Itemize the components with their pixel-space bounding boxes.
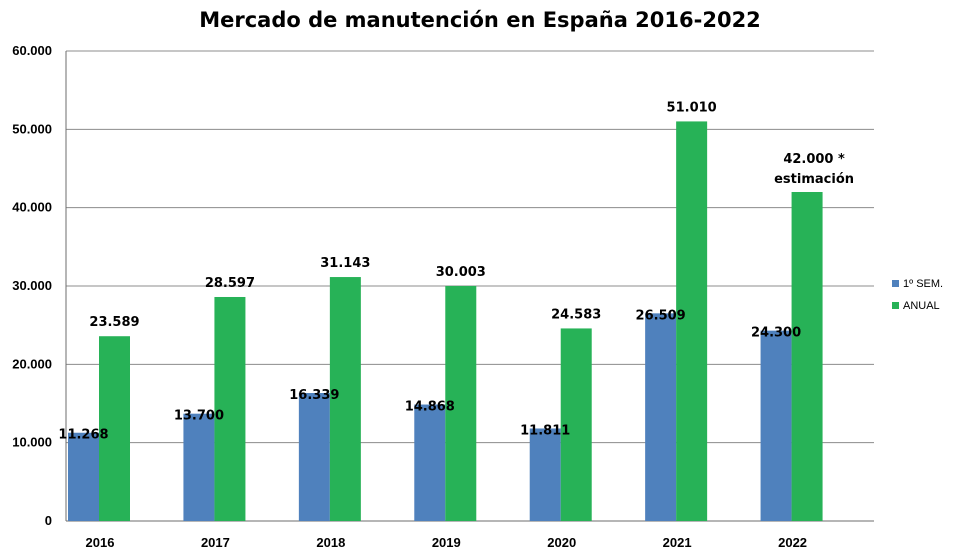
data-label: 13.700 <box>174 409 224 424</box>
data-label: 24.583 <box>551 307 601 322</box>
bar-primer-semestre-2018 <box>298 393 330 521</box>
bar-anual-2018 <box>329 277 361 521</box>
data-label: 51.010 <box>667 100 717 115</box>
y-tick-label: 20.000 <box>12 356 52 371</box>
x-tick-label: 2022 <box>778 535 807 550</box>
x-tick-label: 2017 <box>201 535 230 550</box>
legend-swatch <box>892 280 899 287</box>
data-label: 26.509 <box>636 308 686 323</box>
bar-primer-semestre-2017 <box>183 413 215 521</box>
bar-primer-semestre-2019 <box>414 404 446 521</box>
bar-primer-semestre-2016 <box>68 432 99 521</box>
data-label: 14.868 <box>405 400 455 415</box>
y-tick-label: 10.000 <box>12 435 52 450</box>
bar-primer-semestre-2021 <box>645 313 677 521</box>
data-labels: 11.268 23.589 13.700 28.597 16.339 31.143 14.8… <box>58 100 854 442</box>
x-tick-label: 2019 <box>432 535 461 550</box>
legend-label: 1º SEM. <box>903 278 943 290</box>
data-label: 28.597 <box>205 276 255 291</box>
data-label: 11.811 <box>520 423 570 438</box>
data-label: 42.000 * <box>783 152 845 167</box>
bar-anual-2020 <box>560 328 592 521</box>
y-tick-label: 0 <box>45 513 52 528</box>
data-label: 31.143 <box>320 256 370 271</box>
x-tick-label: 2016 <box>86 535 115 550</box>
bar-primer-semestre-2022 <box>760 330 792 521</box>
x-axis-ticks: 2016 2017 2018 2019 2020 2021 2022 <box>86 535 807 550</box>
bar-primer-semestre-2020 <box>529 428 561 521</box>
bar-anual-2017 <box>214 296 246 521</box>
y-tick-label: 40.000 <box>12 200 52 215</box>
y-axis-ticks: 0 10.000 20.000 30.000 40.000 50.000 60.000 <box>12 43 52 528</box>
bar-anual-2022 <box>791 192 823 521</box>
estimate-annotation: estimación <box>774 172 854 187</box>
x-tick-label: 2020 <box>547 535 576 550</box>
y-tick-label: 50.000 <box>12 121 52 136</box>
bars <box>68 121 823 522</box>
data-label: 24.300 <box>751 326 801 341</box>
legend: 1º SEM. ANUAL <box>892 278 943 312</box>
chart-title: Mercado de manutención en España 2016-20… <box>199 8 761 32</box>
data-label: 23.589 <box>89 315 139 330</box>
data-label: 16.339 <box>289 388 339 403</box>
legend-label: ANUAL <box>903 300 940 312</box>
data-label: 30.003 <box>436 265 486 280</box>
data-label: 11.268 <box>58 428 108 443</box>
legend-swatch <box>892 302 899 309</box>
bar-anual-2016 <box>99 336 130 521</box>
bar-anual-2019 <box>445 285 477 521</box>
y-tick-label: 30.000 <box>12 278 52 293</box>
bar-anual-2021 <box>676 121 708 522</box>
y-tick-label: 60.000 <box>12 43 52 58</box>
x-tick-label: 2021 <box>663 535 692 550</box>
x-tick-label: 2018 <box>316 535 345 550</box>
